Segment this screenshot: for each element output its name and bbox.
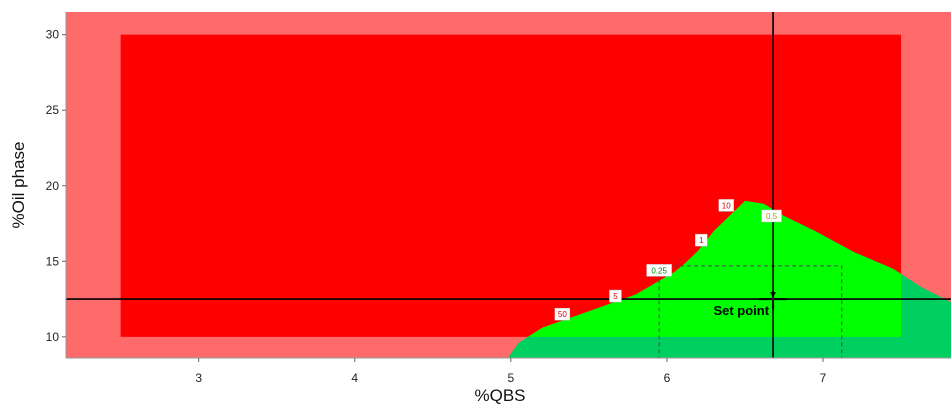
contour-label: 50 [558, 310, 567, 319]
x-axis-title: %QBS [474, 386, 525, 405]
set-point-arrow [770, 292, 777, 298]
x-tick-label: 7 [820, 371, 827, 385]
contour-label-box [646, 264, 672, 277]
y-tick-label: 15 [46, 254, 60, 268]
contour-label-box [609, 289, 622, 303]
y-tick-label: 30 [46, 28, 60, 42]
y-tick-label: 10 [46, 330, 60, 344]
contour-label: 1 [699, 236, 704, 245]
y-tick-label: 20 [46, 179, 60, 193]
plot-area: 10 0.5 1 0.25 5 50 Set point [66, 12, 951, 359]
contour-label-box [718, 199, 734, 212]
contour-label: 0.25 [651, 266, 667, 275]
x-tick-label: 4 [351, 371, 358, 385]
axes [65, 12, 951, 359]
contour-label-box [695, 233, 708, 247]
x-tick-label: 3 [195, 371, 202, 385]
x-tick-label: 5 [507, 371, 514, 385]
x-tick-label: 6 [664, 371, 671, 385]
contour-label: 5 [613, 292, 618, 301]
y-axis-title: %Oil phase [9, 142, 28, 229]
feasible-region [528, 200, 902, 337]
y-tick-label: 25 [46, 103, 60, 117]
set-point-label: Set point [713, 303, 769, 318]
contour-label: 0.5 [766, 212, 778, 221]
contour-label: 10 [722, 201, 731, 210]
contour-label-box [761, 209, 782, 223]
contour-label-box [554, 307, 571, 321]
